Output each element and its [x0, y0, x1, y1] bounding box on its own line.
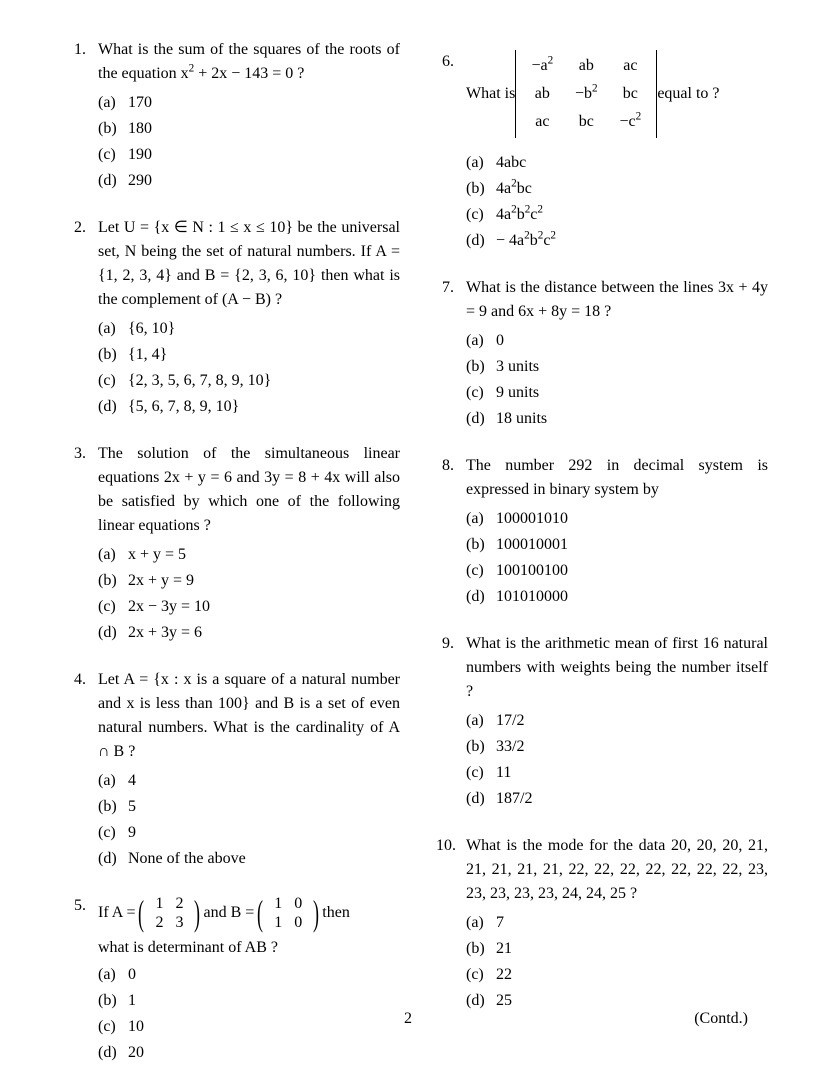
question-number: 4. [68, 668, 98, 872]
option-c: (c)4a2b2c2 [466, 202, 768, 228]
question-10: 10. What is the mode for the data 20, 20… [436, 834, 768, 1014]
determinant: −a2abac ab−b2bc acbc−c2 [515, 50, 657, 138]
options: (a)170 (b)180 (c)190 (d)290 [98, 90, 400, 194]
question-text: If A = ( 12 23 ) and B = ( 10 [98, 894, 400, 932]
options: (a)7 (b)21 (c)22 (d)25 [466, 910, 768, 1014]
option-c: (c)9 [98, 820, 400, 846]
option-b: (b)5 [98, 794, 400, 820]
option-a: (a)4abc [466, 150, 768, 176]
option-d: (d)187/2 [466, 786, 768, 812]
question-text: What is the mode for the data 20, 20, 20… [466, 834, 768, 906]
question-7: 7. What is the distance between the line… [436, 276, 768, 432]
option-c: (c)22 [466, 962, 768, 988]
options: (a)4 (b)5 (c)9 (d)None of the above [98, 768, 400, 872]
question-number: 3. [68, 442, 98, 646]
option-a: (a)170 [98, 90, 400, 116]
question-6: 6. What is −a2abac ab−b2bc acbc−c2 equal… [436, 50, 768, 254]
option-d: (d)2x + 3y = 6 [98, 620, 400, 646]
option-a: (a)0 [466, 328, 768, 354]
question-number: 7. [436, 276, 466, 432]
option-a: (a)4 [98, 768, 400, 794]
question-text: What is the arithmetic mean of first 16 … [466, 632, 768, 704]
question-number: 6. [436, 50, 466, 254]
question-number: 10. [436, 834, 466, 1014]
option-d: (d)− 4a2b2c2 [466, 228, 768, 254]
question-text: Let U = {x ∈ N : 1 ≤ x ≤ 10} be the univ… [98, 216, 400, 312]
option-c: (c)11 [466, 760, 768, 786]
option-d: (d)None of the above [98, 846, 400, 872]
matrix-B: ( 10 10 ) [254, 894, 322, 932]
question-4: 4. Let A = {x : x is a square of a natur… [68, 668, 400, 872]
question-text: The number 292 in decimal system is expr… [466, 454, 768, 502]
option-d: (d)20 [98, 1040, 400, 1066]
question-text: The solution of the simultaneous linear … [98, 442, 400, 538]
options: (a){6, 10} (b){1, 4} (c){2, 3, 5, 6, 7, … [98, 316, 400, 420]
option-b: (b)21 [466, 936, 768, 962]
option-d: (d){5, 6, 7, 8, 9, 10} [98, 394, 400, 420]
question-2: 2. Let U = {x ∈ N : 1 ≤ x ≤ 10} be the u… [68, 216, 400, 420]
option-b: (b)4a2bc [466, 176, 768, 202]
option-d: (d)290 [98, 168, 400, 194]
option-c: (c){2, 3, 5, 6, 7, 8, 9, 10} [98, 368, 400, 394]
option-c: (c)9 units [466, 380, 768, 406]
two-column-layout: 1. What is the sum of the squares of the… [68, 38, 768, 1088]
question-text: Let A = {x : x is a square of a natural … [98, 668, 400, 764]
question-number: 5. [68, 894, 98, 1066]
options: (a)100001010 (b)100010001 (c)100100100 (… [466, 506, 768, 610]
option-b: (b)2x + y = 9 [98, 568, 400, 594]
continued-label: (Contd.) [694, 1010, 748, 1028]
question-text: What is −a2abac ab−b2bc acbc−c2 equal to… [466, 50, 768, 138]
question-number: 8. [436, 454, 466, 610]
left-column: 1. What is the sum of the squares of the… [68, 38, 400, 1088]
matrix-A: ( 12 23 ) [135, 894, 203, 932]
option-c: (c)2x − 3y = 10 [98, 594, 400, 620]
question-text-cont: what is determinant of AB ? [98, 936, 400, 960]
question-text: What is the distance between the lines 3… [466, 276, 768, 324]
question-number: 9. [436, 632, 466, 812]
option-a: (a)0 [98, 962, 400, 988]
option-b: (b)3 units [466, 354, 768, 380]
option-b: (b)33/2 [466, 734, 768, 760]
option-a: (a)100001010 [466, 506, 768, 532]
question-8: 8. The number 292 in decimal system is e… [436, 454, 768, 610]
options: (a)4abc (b)4a2bc (c)4a2b2c2 (d)− 4a2b2c2 [466, 150, 768, 254]
option-a: (a)x + y = 5 [98, 542, 400, 568]
option-b: (b)180 [98, 116, 400, 142]
option-b: (b)100010001 [466, 532, 768, 558]
option-a: (a)17/2 [466, 708, 768, 734]
question-number: 1. [68, 38, 98, 194]
right-column: 6. What is −a2abac ab−b2bc acbc−c2 equal… [436, 38, 768, 1088]
question-5: 5. If A = ( 12 23 ) and B = ( [68, 894, 400, 1066]
option-d: (d)18 units [466, 406, 768, 432]
question-text: What is the sum of the squares of the ro… [98, 38, 400, 86]
option-d: (d)101010000 [466, 584, 768, 610]
option-b: (b){1, 4} [98, 342, 400, 368]
question-3: 3. The solution of the simultaneous line… [68, 442, 400, 646]
question-9: 9. What is the arithmetic mean of first … [436, 632, 768, 812]
option-c: (c)190 [98, 142, 400, 168]
options: (a)17/2 (b)33/2 (c)11 (d)187/2 [466, 708, 768, 812]
option-a: (a){6, 10} [98, 316, 400, 342]
question-1: 1. What is the sum of the squares of the… [68, 38, 400, 194]
options: (a)x + y = 5 (b)2x + y = 9 (c)2x − 3y = … [98, 542, 400, 646]
question-number: 2. [68, 216, 98, 420]
option-a: (a)7 [466, 910, 768, 936]
options: (a)0 (b)3 units (c)9 units (d)18 units [466, 328, 768, 432]
option-c: (c)100100100 [466, 558, 768, 584]
